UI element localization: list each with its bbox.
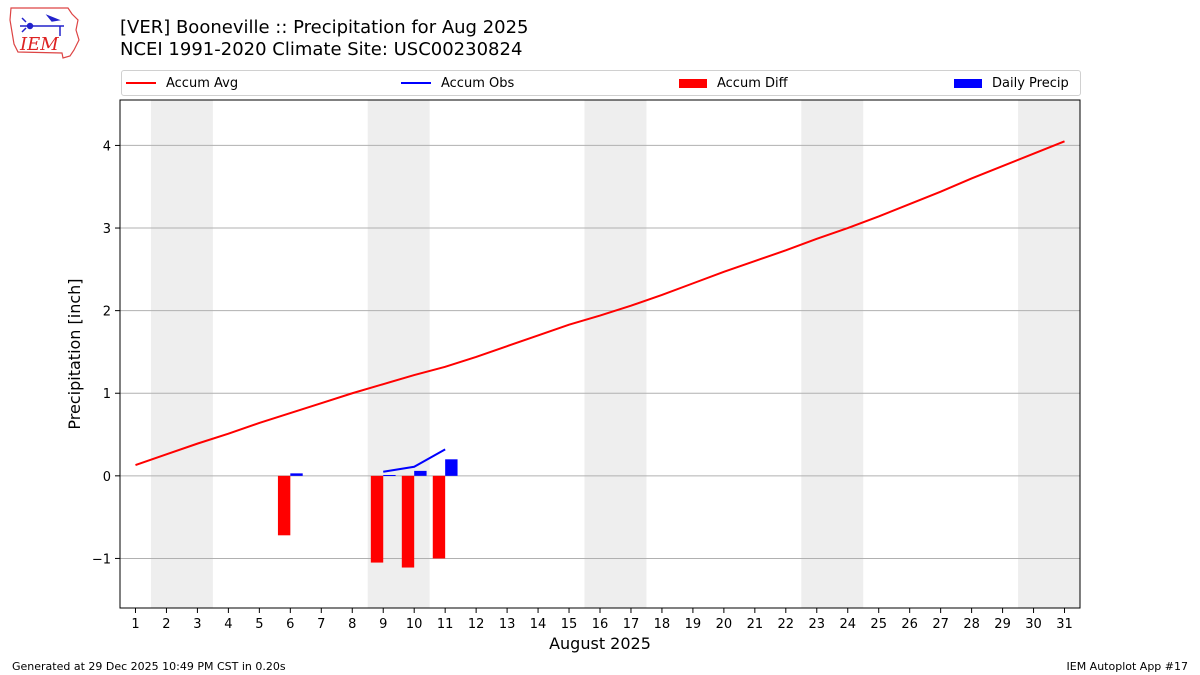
app-note: IEM Autoplot App #17 [1066,660,1189,673]
x-tick-label: 22 [778,617,795,632]
y-axis-label: Precipitation [inch] [65,278,84,429]
weekend-band [584,100,647,608]
x-tick-label: 23 [809,617,826,632]
y-tick-label: 2 [103,305,111,320]
x-axis-label: August 2025 [549,634,651,653]
weekend-band [150,100,213,608]
x-tick-label: 4 [224,617,232,632]
legend-item-obs: Accum Obs [401,71,514,95]
generated-note: Generated at 29 Dec 2025 10:49 PM CST in… [12,660,286,673]
title-line-2: NCEI 1991-2020 Climate Site: USC00230824 [120,39,523,60]
weekend-band [801,100,864,608]
y-tick-label: −1 [92,552,111,567]
x-tick-label: 30 [1025,617,1042,632]
legend-label-daily: Daily Precip [992,75,1069,91]
x-axis: 1 2 3 4 5 6 7 8 9 10 11 12 13 14 15 16 17 18 19 20 21 22 23 24 2… [131,608,1073,632]
chart-title: [VER] Booneville :: Precipitation for Au… [120,17,529,61]
weekend-band [1018,100,1080,608]
legend-swatch-avg [126,82,156,84]
y-tick-label: 4 [103,139,111,154]
legend-item-daily: Daily Precip [954,71,1069,95]
chart-legend: Accum Avg Accum Obs Accum Diff Daily Pre… [121,70,1081,96]
y-axis: −1 0 1 2 3 4 [92,139,120,567]
accum-diff-bar [401,475,415,568]
accum-avg-line [135,140,1065,467]
legend-label-obs: Accum Obs [441,75,515,91]
bars [277,459,458,568]
x-tick-label: 14 [530,617,547,632]
title-line-1: [VER] Booneville :: Precipitation for Au… [120,17,529,38]
y-tick-label: 1 [103,387,111,402]
lines [135,140,1065,473]
x-tick-label: 31 [1056,617,1073,632]
weekend-bands [150,100,1080,608]
iem-logo [9,7,80,59]
y-tick-label: 3 [103,222,111,237]
x-tick-label: 9 [379,617,387,632]
x-tick-label: 20 [716,617,733,632]
legend-item-avg: Accum Avg [126,71,238,95]
x-tick-label: 19 [685,617,702,632]
accum-diff-bar [370,475,384,563]
x-tick-label: 10 [406,617,423,632]
x-tick-label: 24 [839,617,856,632]
legend-label-avg: Accum Avg [166,75,239,91]
x-tick-label: 16 [592,617,609,632]
x-tick-label: 5 [255,617,263,632]
legend-swatch-obs [401,82,431,84]
daily-precip-bar [414,470,427,476]
legend-swatch-daily [954,78,982,88]
accum-diff-bar [432,475,446,559]
accum-diff-bar [277,475,291,536]
accum-obs-line [383,448,446,473]
daily-precip-bar [290,473,303,476]
x-tick-label: 17 [623,617,640,632]
x-tick-label: 3 [193,617,201,632]
x-tick-label: 7 [317,617,325,632]
x-tick-label: 28 [963,617,980,632]
daily-precip-bar [383,475,396,477]
daily-precip-bar [445,459,458,476]
x-tick-label: 27 [932,617,949,632]
x-tick-label: 25 [870,617,887,632]
x-tick-label: 8 [348,617,356,632]
legend-label-diff: Accum Diff [717,75,788,91]
x-tick-label: 6 [286,617,294,632]
x-tick-label: 12 [468,617,485,632]
x-tick-label: 18 [654,617,671,632]
x-tick-label: 11 [437,617,454,632]
legend-item-diff: Accum Diff [679,71,788,95]
iem-logo-text: IEM [20,34,59,55]
x-tick-label: 1 [131,617,139,632]
x-tick-label: 29 [994,617,1011,632]
x-tick-label: 13 [499,617,516,632]
legend-swatch-diff [679,78,707,88]
x-tick-label: 15 [561,617,578,632]
x-tick-label: 21 [747,617,764,632]
y-tick-label: 0 [103,470,111,485]
x-tick-label: 2 [162,617,170,632]
x-tick-label: 26 [901,617,918,632]
